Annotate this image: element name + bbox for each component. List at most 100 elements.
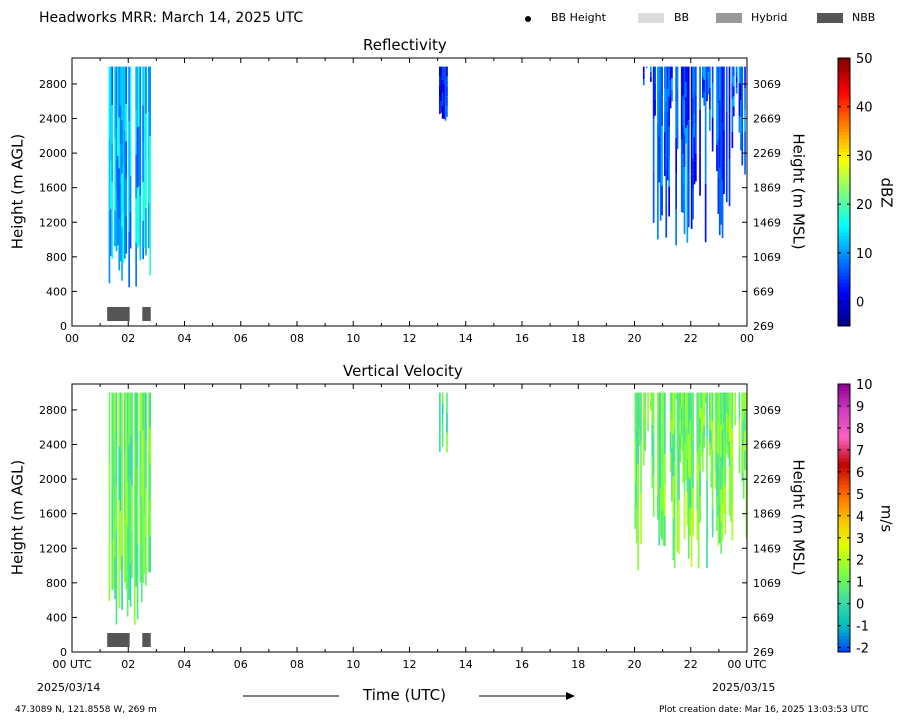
x-tick-label: 00 UTC — [727, 658, 767, 671]
precip-cell — [717, 177, 720, 214]
precip-cell — [131, 485, 133, 532]
precip-cell — [145, 161, 147, 209]
colorbar-segment — [838, 437, 850, 442]
precip-cell — [657, 494, 659, 520]
precip-cell — [742, 392, 745, 420]
colorbar-segment — [838, 141, 850, 146]
precip-cell — [718, 392, 721, 431]
precip-cell — [125, 523, 128, 590]
precip-cell — [138, 186, 140, 247]
x-tick-label: 02 — [121, 332, 135, 345]
precip-cell — [727, 445, 729, 459]
colorbar-segment — [838, 598, 850, 603]
precip-cell — [135, 242, 137, 287]
precip-cell — [133, 439, 136, 486]
precip-cell — [687, 66, 690, 121]
station-location: 47.3089 N, 121.8558 W, 269 m — [15, 705, 157, 715]
precip-cell — [140, 497, 143, 550]
precip-cell — [650, 401, 652, 406]
colorbar-segment — [838, 417, 850, 422]
bright-band-nbb-marker — [142, 633, 151, 647]
precip-cell — [149, 500, 151, 537]
precip-cell — [709, 442, 711, 456]
precip-cell — [140, 445, 143, 498]
precip-cell — [682, 183, 684, 213]
precip-cell — [725, 157, 728, 203]
precip-cell — [128, 444, 130, 497]
precip-cell — [126, 571, 129, 617]
precip-cell — [689, 392, 691, 422]
precip-cell — [111, 181, 114, 221]
precip-cell — [139, 506, 142, 545]
precip-cell — [664, 132, 666, 155]
precip-cell — [687, 120, 690, 174]
precip-cell — [671, 474, 673, 502]
precip-cell — [745, 392, 748, 442]
precip-cell — [685, 410, 687, 428]
precip-cell — [119, 451, 122, 512]
precip-cell — [657, 124, 659, 182]
precip-cell — [657, 418, 659, 444]
precip-cell — [133, 392, 136, 439]
precip-cell — [740, 66, 742, 84]
precip-cell — [675, 398, 677, 400]
colorbar-segment — [838, 571, 850, 576]
precip-cell — [671, 419, 673, 448]
colorbar-segment — [838, 481, 850, 485]
precip-cell — [446, 66, 448, 77]
precip-cell — [732, 86, 735, 97]
colorbar-segment — [838, 248, 850, 253]
precip-cell — [735, 88, 738, 94]
precip-cell — [440, 66, 443, 79]
precip-cell — [724, 439, 727, 488]
precip-cell — [145, 66, 147, 114]
colorbar-segment — [838, 88, 850, 93]
colorbar-segment — [838, 397, 850, 402]
colorbar-segment — [838, 621, 850, 626]
precip-cell — [124, 455, 126, 520]
precip-cell — [108, 462, 111, 532]
precip-cell — [744, 392, 746, 412]
precip-cell — [710, 411, 713, 431]
precip-cell — [121, 120, 123, 174]
precip-cell — [692, 188, 694, 220]
colorbar-segment — [838, 497, 850, 502]
precip-cell — [662, 430, 665, 470]
precip-cell — [145, 113, 147, 161]
precip-cell — [125, 216, 128, 254]
precip-cell — [652, 475, 655, 517]
precip-cell — [709, 392, 711, 406]
precip-cell — [111, 220, 114, 259]
colorbar-tick-label: 10 — [856, 247, 873, 262]
precip-cell — [699, 392, 701, 419]
precip-cell — [118, 66, 121, 118]
precip-cell — [145, 489, 147, 538]
colorbar-tick-label: -2 — [856, 642, 869, 657]
colorbar-segment — [838, 171, 850, 176]
y-tick-label-right: 1869 — [753, 508, 781, 521]
date-end: 2025/03/15 — [712, 681, 776, 694]
colorbar-segment — [838, 185, 850, 190]
precip-cell — [685, 82, 687, 98]
y-tick-label-left: 800 — [46, 251, 67, 264]
colorbar-tick-label: 3 — [856, 532, 864, 547]
precip-cell — [676, 66, 679, 88]
colorbar-segment — [838, 178, 850, 183]
precip-cell — [717, 66, 720, 104]
colorbar-frame — [837, 57, 851, 327]
precip-cell — [711, 450, 714, 480]
precip-cell — [121, 173, 123, 228]
precip-cell — [112, 392, 115, 442]
colorbar-segment — [838, 198, 850, 203]
precip-cell — [125, 141, 128, 179]
colorbar-segment — [838, 608, 850, 613]
colorbar-tick-label: 40 — [856, 101, 873, 116]
precip-cell — [669, 94, 672, 109]
precip-cell — [716, 145, 718, 172]
x-tick-label: 08 — [290, 658, 304, 671]
colorbar-segment — [838, 148, 850, 153]
precip-cell — [115, 578, 118, 625]
precip-cell — [644, 431, 646, 451]
precip-cell — [659, 182, 662, 221]
